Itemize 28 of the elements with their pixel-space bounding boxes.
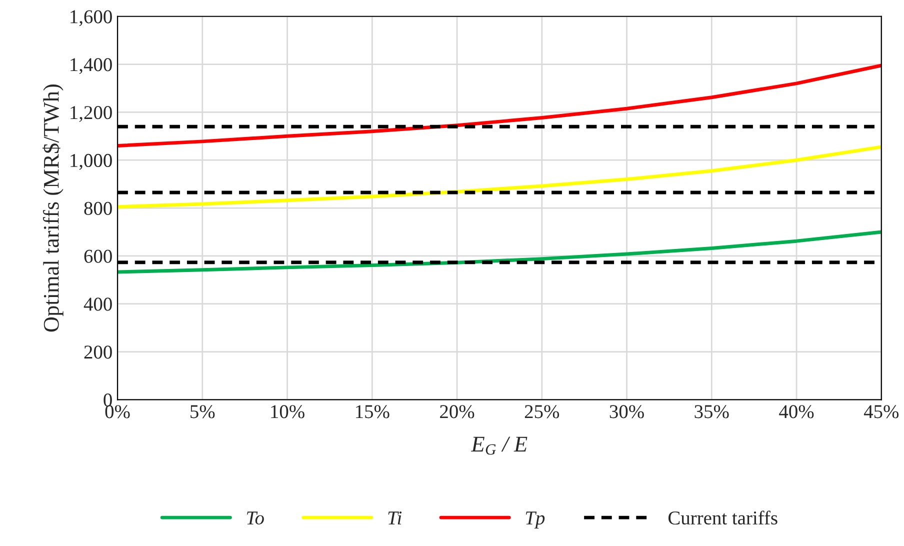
y-tick-label: 1,600 [70,10,112,26]
y-tick-label: 1,400 [70,58,112,74]
y-tick-label: 200 [84,346,112,359]
x-tick-label: 10% [271,405,304,418]
x-tick-label: 0% [105,405,130,418]
legend-label: To [247,512,264,525]
legend-label: Tp [526,512,545,528]
y-tick-label: 600 [84,250,112,263]
y-axis-title: Optimal tariffs (MR$/TWh) [42,84,64,332]
x-tick-label: 20% [440,405,474,418]
x-tick-label: 30% [610,405,644,418]
line-series [118,230,882,274]
x-tick-label: 40% [779,405,814,418]
y-tick-label: 0 [104,393,112,407]
y-tick-label: 400 [84,298,112,311]
y-tick-label: 1,200 [70,106,112,122]
x-axis-title: E$_{G}$ / E [470,436,528,455]
x-tick-label: 15% [356,405,390,418]
x-tick-label: 45% [864,405,899,418]
x-tick-label: 25% [524,405,560,418]
y-tick-label: 1,000 [70,154,112,170]
line-series [118,64,882,148]
x-tick-label: 5% [190,405,215,418]
line-series [118,145,882,209]
legend-label: Ti [388,511,402,524]
x-tick-label: 35% [694,405,729,418]
y-tick-label: 800 [84,202,112,215]
legend-label: Current tariffs [668,510,778,525]
